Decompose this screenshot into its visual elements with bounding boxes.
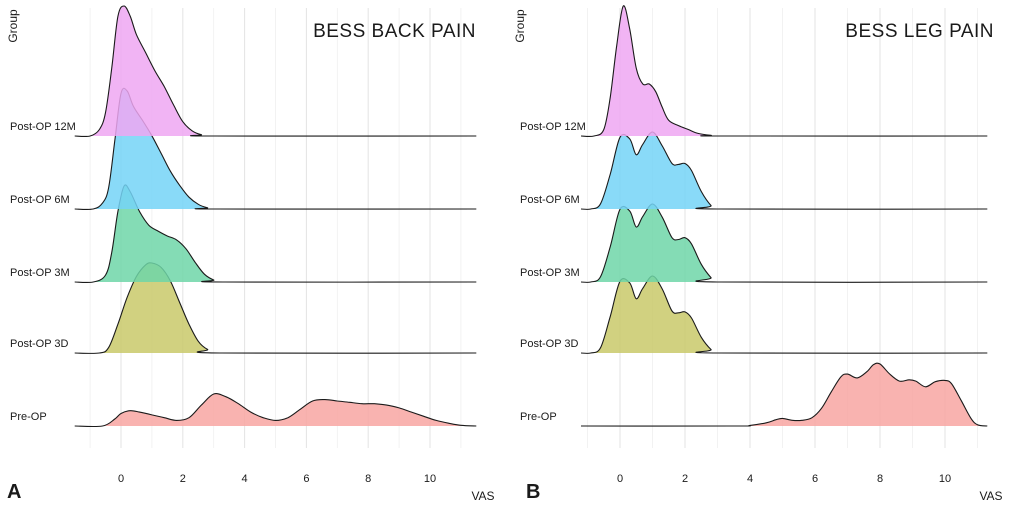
ridge-fill-post-op-3m xyxy=(74,184,477,283)
ridge-line-post-op-3d xyxy=(580,275,988,354)
ridge-line-post-op-3m xyxy=(74,184,477,284)
group-label: Post-OP 12M xyxy=(10,121,76,133)
x-tick-label: 2 xyxy=(682,473,688,485)
chart-title-back-pain: BESS BACK PAIN xyxy=(313,21,476,42)
ridge-fill-post-op-3m xyxy=(581,203,988,283)
x-axis-title-back: VAS xyxy=(471,489,494,503)
group-label: Post-OP 3M xyxy=(520,267,580,279)
group-label: Post-OP 6M xyxy=(520,194,580,206)
ridge-line-post-op-3m xyxy=(580,203,988,283)
panel-letter-b: B xyxy=(526,481,540,503)
ridge-line-post-op-12m xyxy=(74,5,477,138)
ridge-fill-post-op-12m xyxy=(581,5,988,137)
x-tick-label: 4 xyxy=(747,473,753,485)
x-tick-label: 10 xyxy=(424,473,436,485)
group-label: Post-OP 3M xyxy=(10,267,70,279)
x-tick-label: 6 xyxy=(303,473,309,485)
x-tick-label: 8 xyxy=(365,473,371,485)
x-tick-label: 0 xyxy=(617,473,623,485)
chart-title-leg-pain: BESS LEG PAIN xyxy=(845,21,994,42)
panel-letter-a: A xyxy=(7,481,21,503)
ridge-fill-pre-op xyxy=(581,363,988,427)
ridge-fill-post-op-3d xyxy=(74,262,477,354)
x-tick-label: 4 xyxy=(242,473,248,485)
group-label: Post-OP 3D xyxy=(10,338,69,350)
ridge-fill-pre-op xyxy=(74,393,477,427)
group-label: Post-OP 6M xyxy=(10,194,70,206)
x-tick-label: 2 xyxy=(180,473,186,485)
x-tick-label: 6 xyxy=(812,473,818,485)
ridge-line-post-op-12m xyxy=(580,5,988,138)
panel-b-leg-pain: Pre-OP Post-OP 3D Post-OP 3M Post-OP 6M Post… xyxy=(513,5,1003,503)
x-tick-label: 0 xyxy=(118,473,124,485)
panel-a-back-pain: Pre-OP Post-OP 3D Post-OP 3M Post-OP 6M Post… xyxy=(6,5,495,503)
y-axis-title-back: Group xyxy=(6,9,20,43)
x-tick-label: 10 xyxy=(939,473,951,485)
group-label: Post-OP 12M xyxy=(520,121,586,133)
group-label: Pre-OP xyxy=(520,411,557,423)
group-label: Post-OP 3D xyxy=(520,338,579,350)
ridge-line-pre-op xyxy=(74,393,477,428)
ridge-line-post-op-6m xyxy=(580,131,988,210)
ridge-line-pre-op xyxy=(580,362,988,427)
y-axis-title-leg: Group xyxy=(513,9,527,43)
x-axis-title-leg: VAS xyxy=(979,489,1002,503)
group-label: Pre-OP xyxy=(10,411,47,423)
ridge-fill-post-op-6m xyxy=(581,131,988,210)
x-tick-label: 8 xyxy=(877,473,883,485)
ridge-fill-post-op-3d xyxy=(581,275,988,354)
